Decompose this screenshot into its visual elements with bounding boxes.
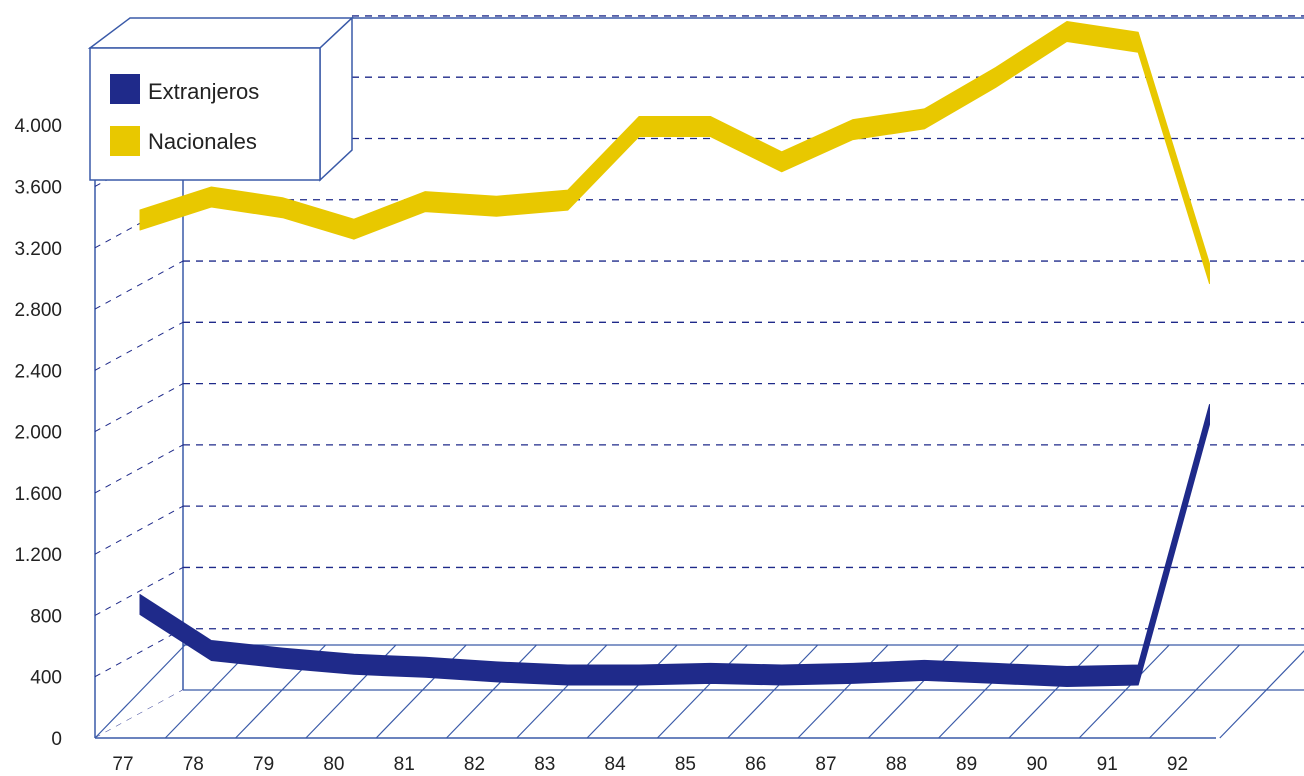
x-tick-label: 86 <box>745 754 766 775</box>
series-ribbon-nacionales <box>139 21 1210 285</box>
legend-label-extranjeros: Extranjeros <box>148 79 259 104</box>
y-tick-label: 3.200 <box>14 239 62 260</box>
legend: Extranjeros Nacionales <box>87 16 354 182</box>
floor-diagonal <box>446 644 537 739</box>
x-tick-label: 84 <box>605 754 627 775</box>
series-ribbons <box>139 21 1210 687</box>
y-tick-label: 1.200 <box>14 545 62 566</box>
floor-diagonal <box>1078 644 1170 739</box>
legend-box <box>89 47 321 181</box>
y-tick-label: 4.000 <box>14 116 62 137</box>
depth-gridline <box>94 260 184 310</box>
x-tick-label: 79 <box>253 754 274 775</box>
x-tick-label: 82 <box>464 754 485 775</box>
x-tick-label: 90 <box>1026 754 1047 775</box>
x-tick-label: 92 <box>1167 754 1188 775</box>
y-tick-label: 800 <box>30 606 62 627</box>
depth-gridline <box>94 383 184 433</box>
floor-diagonal <box>516 644 608 739</box>
legend-swatch-nacionales <box>110 126 140 156</box>
floor-diagonal <box>586 644 678 739</box>
floor-diagonal <box>1219 650 1304 739</box>
legend-box-top <box>87 17 354 49</box>
depth-gridline <box>94 628 184 678</box>
x-axis-tick-labels: 77 78 79 80 81 82 83 84 85 86 87 88 89 90 91 92 <box>112 754 1188 775</box>
floor-diagonal <box>1149 644 1240 739</box>
floor-diagonal <box>1008 644 1100 739</box>
floor-diagonal <box>656 644 748 739</box>
x-tick-label: 83 <box>534 754 555 775</box>
x-tick-label: 77 <box>112 754 133 775</box>
x-tick-label: 80 <box>323 754 344 775</box>
y-tick-label: 0 <box>51 729 62 750</box>
x-tick-label: 85 <box>675 754 696 775</box>
y-tick-label: 2.000 <box>14 423 62 444</box>
depth-gridline <box>94 505 184 555</box>
x-tick-label: 78 <box>183 754 204 775</box>
x-tick-label: 89 <box>956 754 977 775</box>
y-tick-label: 400 <box>30 668 62 689</box>
legend-label-nacionales: Nacionales <box>148 129 257 154</box>
floor-diagonal <box>867 644 959 739</box>
x-tick-label: 88 <box>886 754 907 775</box>
y-tick-label: 2.800 <box>14 300 62 321</box>
floor-diagonal <box>797 644 889 739</box>
y-tick-label: 3.600 <box>14 177 62 198</box>
depth-gridline <box>94 199 184 249</box>
floor-diagonal <box>938 644 1030 739</box>
depth-gridline <box>94 444 184 494</box>
floor-diagonal <box>727 644 819 739</box>
x-tick-label: 87 <box>815 754 836 775</box>
depth-gridline <box>94 567 184 616</box>
x-tick-label: 81 <box>394 754 415 775</box>
series-ribbon-extranjeros <box>139 404 1210 687</box>
legend-swatch-extranjeros <box>110 74 140 104</box>
x-tick-label: 91 <box>1097 754 1118 775</box>
floor-diagonal <box>94 644 186 739</box>
depth-gridline <box>94 321 184 371</box>
y-axis-tick-labels: 0 400 800 1.200 1.600 2.000 2.400 2.800 3.200 3.6… <box>14 116 62 750</box>
y-tick-label: 2.400 <box>14 361 62 382</box>
y-tick-label: 1.600 <box>14 484 62 505</box>
